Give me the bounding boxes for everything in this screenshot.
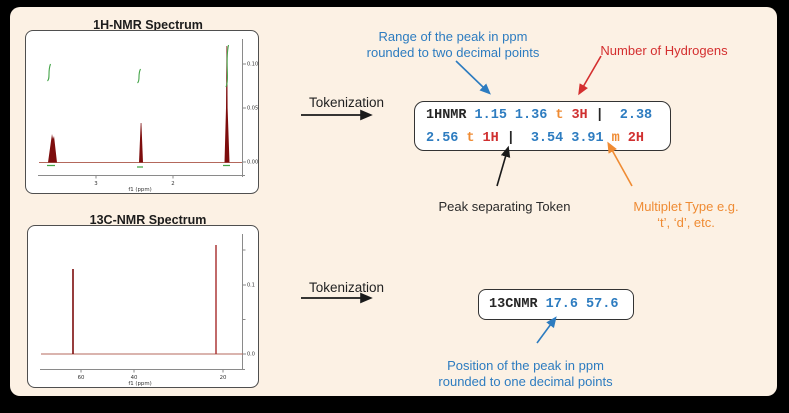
h1-token-line-2: 2.56 t 1H | 3.54 3.91 m 2H [426, 127, 659, 150]
position-annotation: Position of the peak in ppm rounded to o… [438, 358, 613, 389]
h1-integral-curves [47, 44, 230, 168]
token-hydrogens: 2H [627, 131, 644, 146]
c13-spectrum-svg: 0.1 0.0 60 40 20 f1 (ppm) [40, 234, 255, 388]
separator-annotation: Peak separating Token [438, 199, 571, 214]
token-hydrogens: 1H [482, 131, 499, 146]
h1-xtick-0: 3 [94, 181, 97, 187]
token-separator: | [506, 131, 515, 146]
token-peak-end: 3.91 [571, 131, 604, 146]
c13-xtick-0: 60 [78, 375, 85, 381]
token-peak-start: 2.38 [619, 108, 653, 123]
c13-xaxis-label: f1 (ppm) [128, 381, 151, 387]
c13-ytick-0: 0.1 [247, 283, 255, 289]
token-h1nmr-tag: 1HNMR [426, 108, 467, 123]
h1-xtick-1: 2 [171, 181, 174, 187]
h1-axis-labels: 0.10 0.05 0.00 3 2 f1 (ppm) [94, 62, 258, 194]
h1-token-box: 1HNMR 1.15 1.36 t 3H | 2.38 2.56 t 1H | 3.54 3.91 m 2… [414, 101, 671, 151]
h1-spectrum-svg: 0.10 0.05 0.00 3 2 f1 (ppm) [38, 39, 258, 194]
tokenization-label-1: Tokenization [309, 95, 385, 110]
c13-axes [40, 234, 246, 373]
token-peak-start: 3.54 [530, 131, 564, 146]
c13-spectrum-plot: 0.1 0.0 60 40 20 f1 (ppm) [27, 225, 259, 388]
c13-spectrum-title: 13C-NMR Spectrum [89, 213, 207, 227]
h1-spectrum-plot: 0.10 0.05 0.00 3 2 f1 (ppm) [25, 30, 259, 194]
token-peak-end: 1.36 [514, 108, 548, 123]
h1-ytick-1: 0.05 [247, 106, 258, 112]
token-peak-start: 1.15 [474, 108, 507, 123]
multiplet-annotation: Multiplet Type e.g. ‘t’, ‘d’, etc. [633, 199, 739, 230]
h1-token-line-1: 1HNMR 1.15 1.36 t 3H | 2.38 [426, 104, 659, 127]
diagram-panel: 1H-NMR Spectrum 0.10 0.05 0.00 3 [10, 7, 777, 396]
c13-ytick-1: 0.0 [247, 352, 255, 358]
c13-token-box: 13CNMR 17.6 57.6 [478, 289, 634, 320]
h1-ytick-0: 0.10 [247, 62, 258, 68]
h1-spectrum-title: 1H-NMR Spectrum [93, 18, 203, 32]
token-multiplet: t [555, 108, 564, 123]
token-multiplet: m [611, 131, 620, 146]
tokenization-label-2: Tokenization [309, 280, 385, 295]
token-separator: | [595, 108, 604, 123]
token-13cnmr-tag: 13CNMR [489, 297, 538, 312]
hydrogens-annotation: Number of Hydrogens [600, 43, 728, 58]
c13-xtick-2: 20 [220, 375, 227, 381]
token-peak-end: 2.56 [426, 131, 459, 146]
h1-peaks [48, 46, 230, 163]
token-hydrogens: 3H [571, 108, 588, 123]
token-peak-position: 57.6 [586, 297, 619, 312]
c13-axis-labels: 0.1 0.0 60 40 20 f1 (ppm) [78, 283, 255, 388]
range-annotation: Range of the peak in ppm rounded to two … [366, 29, 540, 60]
token-peak-position: 17.6 [545, 297, 579, 312]
h1-axes [38, 39, 246, 179]
c13-xtick-1: 40 [131, 375, 138, 381]
c13-peaks [72, 245, 217, 354]
h1-ytick-2: 0.00 [247, 160, 258, 166]
token-multiplet: t [466, 131, 475, 146]
h1-xaxis-label: f1 (ppm) [128, 187, 151, 193]
